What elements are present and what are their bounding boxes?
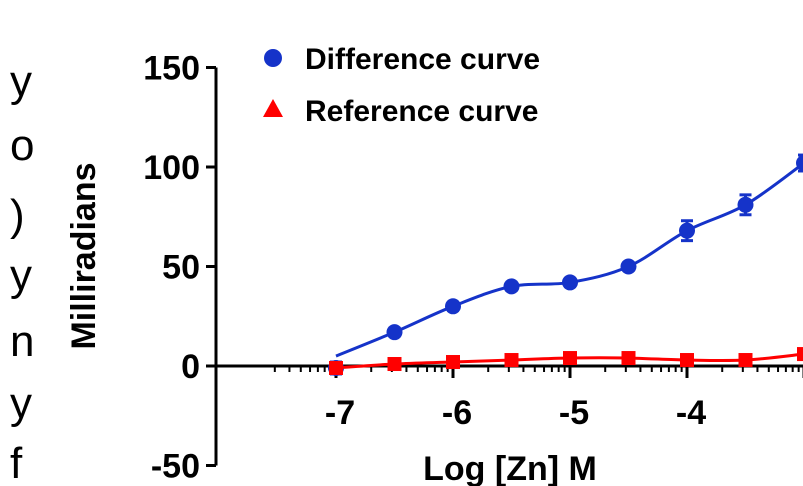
x-tick-label: -5 — [559, 394, 589, 432]
data-point — [503, 278, 520, 295]
data-point — [738, 353, 753, 368]
legend-marker-difference — [264, 49, 282, 67]
data-point — [737, 196, 754, 213]
y-tick-label: 100 — [143, 149, 200, 187]
legend-label-reference: Reference curve — [305, 95, 538, 128]
data-point — [680, 353, 694, 368]
y-tick-label: 150 — [143, 50, 200, 88]
series-difference — [328, 153, 803, 376]
series-layer — [328, 153, 803, 376]
data-point — [796, 155, 803, 171]
data-point — [387, 357, 402, 372]
x-axis-title: Log [Zn] M — [423, 450, 597, 486]
x-tick-label: -6 — [442, 394, 472, 432]
fit-line — [335, 161, 803, 358]
left-edge-glyph: f — [10, 439, 23, 486]
data-point — [386, 324, 403, 341]
y-tick-label: -50 — [151, 448, 200, 486]
data-point — [445, 298, 461, 315]
data-point — [797, 347, 803, 362]
series-reference — [329, 347, 803, 375]
x-tick-label: -4 — [676, 394, 706, 432]
y-tick-label: 0 — [181, 348, 200, 386]
data-point — [620, 258, 637, 275]
y-axis-title: Milliradians — [65, 162, 103, 349]
left-edge-glyph: ) — [10, 191, 25, 240]
data-point — [563, 351, 577, 366]
x-tick-label: -7 — [325, 394, 355, 432]
y-tick-label: 50 — [162, 249, 200, 287]
legend: Difference curve Reference curve — [263, 43, 540, 128]
left-edge-glyph: n — [10, 317, 34, 366]
left-edge-glyph: o — [10, 121, 34, 170]
legend-label-difference: Difference curve — [305, 43, 540, 76]
data-point — [446, 355, 460, 370]
left-edge-glyph: y — [10, 379, 32, 428]
data-point — [329, 360, 343, 375]
data-point — [621, 351, 636, 366]
legend-marker-reference — [263, 99, 283, 117]
left-edge-glyph: y — [10, 251, 32, 300]
data-point — [562, 274, 578, 291]
data-point — [679, 222, 695, 239]
left-edge-glyph: y — [10, 57, 32, 106]
data-point — [504, 353, 519, 368]
